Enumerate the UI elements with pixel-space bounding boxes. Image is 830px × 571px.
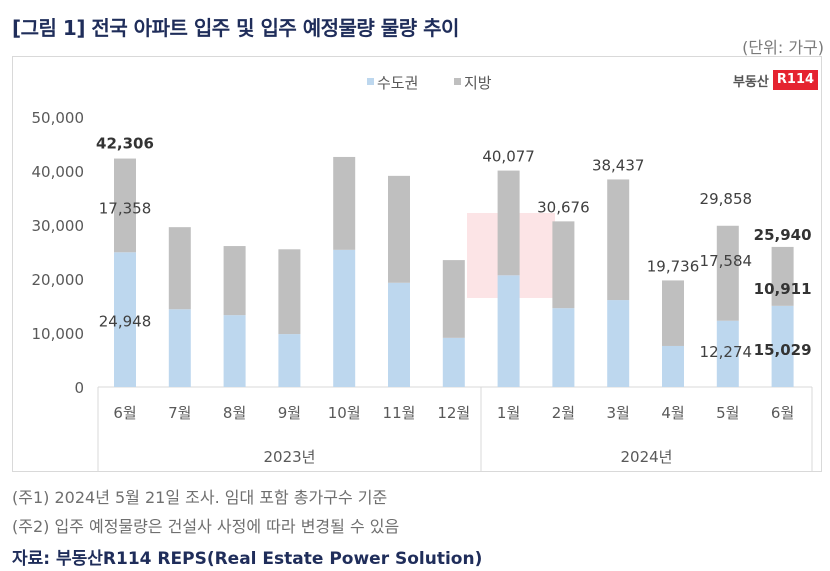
bar-capital (168, 309, 191, 387)
bar-capital (388, 282, 410, 387)
bar-regional (168, 227, 191, 310)
bar-regional (442, 260, 465, 338)
y-tick-label: 40,000 (32, 163, 85, 181)
data-label-total: 29,858 (700, 190, 753, 208)
bar-regional (662, 280, 684, 346)
chart-title: [그림 1] 전국 아파트 입주 및 입주 예정물량 물량 추이 (12, 16, 459, 40)
bar-regional (114, 158, 136, 253)
bar-regional (771, 246, 794, 306)
legend-swatch-regional (454, 78, 461, 85)
legend-swatch-capital (367, 78, 374, 85)
x-tick-label: 7월 (168, 404, 191, 422)
y-tick-label: 20,000 (32, 271, 85, 289)
x-tick-label: 6월 (113, 404, 136, 422)
data-label-capital: 15,029 (754, 341, 812, 359)
x-tick-label: 8월 (223, 404, 246, 422)
bar-capital (771, 305, 794, 387)
x-tick-label: 11월 (383, 404, 416, 422)
y-tick-label: 30,000 (32, 217, 85, 235)
bar-capital (552, 308, 575, 387)
source-note: 자료: 부동산R114 REPS(Real Estate Power Solut… (12, 549, 483, 569)
x-tick-label: 10월 (328, 404, 361, 422)
data-label-total: 38,437 (592, 156, 645, 174)
bar-regional (278, 249, 301, 335)
x-tick-label: 5월 (716, 404, 739, 422)
bar-capital (278, 334, 301, 387)
x-tick-label: 12월 (437, 404, 470, 422)
r114-logo: 부동산 R114 (733, 70, 819, 90)
stacked-bar-chart: 0 10,000 20,000 30,000 40,000 50,000 6월 7월 8월 9월 1… (32, 74, 813, 472)
x-tick-label: 9월 (278, 404, 301, 422)
x-group-label: 2024년 (621, 448, 673, 466)
x-tick-label: 6월 (771, 404, 794, 422)
chart-frame (12, 56, 822, 472)
legend-label-regional: 지방 (464, 74, 492, 92)
bar-capital (114, 252, 136, 387)
y-tick-label: 10,000 (32, 325, 85, 343)
bar-capital (333, 249, 356, 387)
x-tick-label: 2월 (552, 404, 575, 422)
data-label-total: 42,306 (96, 135, 154, 153)
x-tick-label: 4월 (661, 404, 684, 422)
bar-capital (662, 345, 684, 387)
data-label-total: 30,676 (537, 198, 590, 216)
bar-capital (607, 300, 630, 387)
bar-regional (607, 179, 630, 301)
x-tick-label: 3월 (607, 404, 630, 422)
y-tick-label: 0 (74, 379, 84, 397)
bar-regional (552, 221, 575, 309)
bar-regional (223, 246, 246, 316)
bar-regional (497, 170, 520, 276)
bar-capital (442, 337, 465, 387)
x-tick-label: 1월 (497, 404, 520, 422)
footnote-2: (주2) 입주 예정물량은 건설사 사정에 따라 변경될 수 있음 (12, 517, 400, 536)
x-group-label: 2023년 (264, 448, 316, 466)
bar-capital (716, 320, 739, 387)
data-label-regional: 10,911 (754, 280, 812, 298)
bar-capital (223, 315, 246, 387)
bar-capital (497, 275, 520, 387)
data-label-regional: 17,584 (700, 252, 753, 270)
data-label-regional: 17,358 (99, 200, 152, 218)
bar-regional (716, 225, 739, 321)
data-label-capital: 24,948 (99, 312, 152, 330)
data-label-capital: 12,274 (700, 343, 753, 361)
bar-regional (388, 175, 410, 283)
footnote-1: (주1) 2024년 5월 21일 조사. 임대 포함 총가구수 기준 (12, 488, 388, 507)
data-label-total: 40,077 (482, 148, 535, 166)
bar-regional (333, 156, 356, 250)
unit-label: (단위: 가구) (742, 38, 824, 57)
data-label-total: 19,736 (647, 257, 700, 275)
logo-badge: R114 (772, 70, 819, 90)
logo-text: 부동산 (733, 74, 769, 90)
legend-label-capital: 수도권 (377, 74, 418, 92)
data-label-total: 25,940 (754, 226, 812, 244)
y-tick-label: 50,000 (32, 109, 85, 127)
